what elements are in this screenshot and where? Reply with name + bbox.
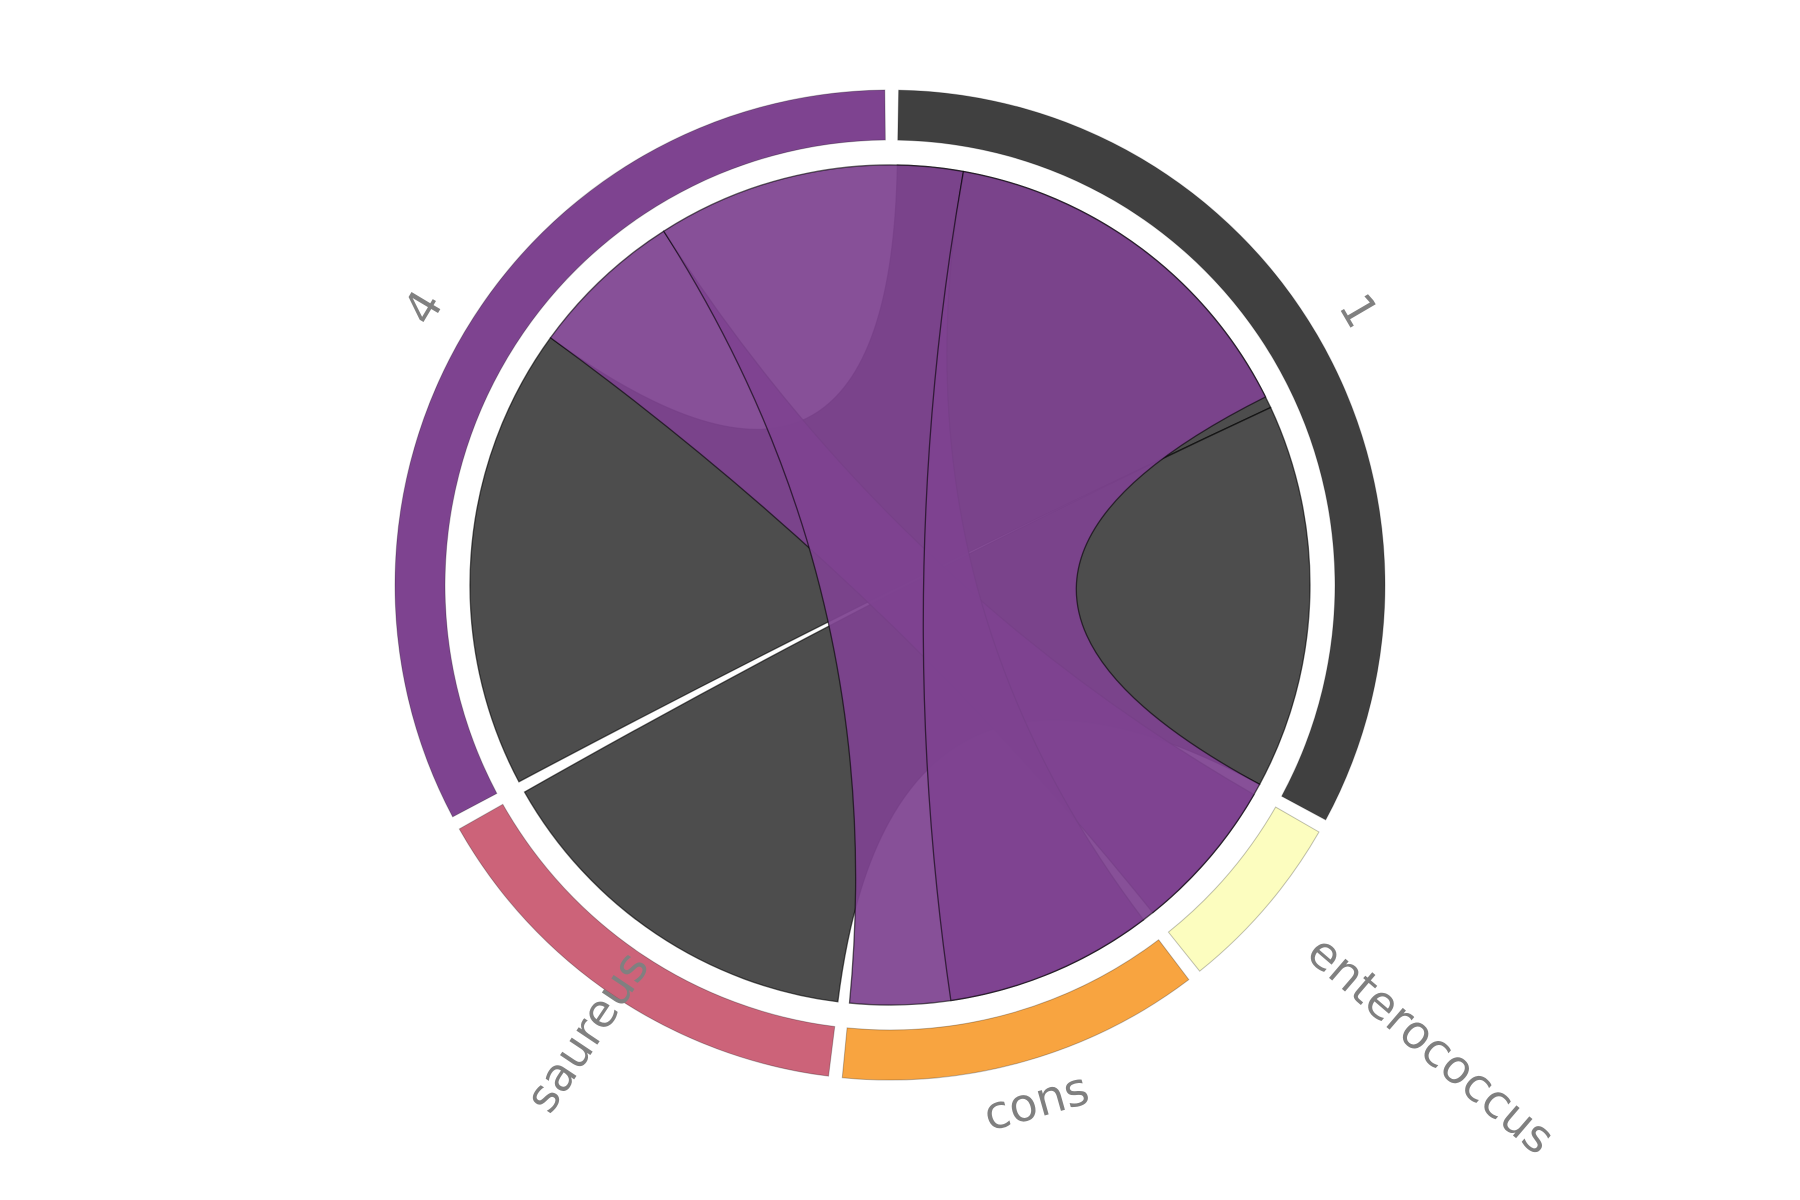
group-arc-saureus bbox=[458, 803, 836, 1077]
chord-ribbons bbox=[469, 164, 1311, 1006]
group-label-enterococcus: enterococcus bbox=[1297, 924, 1565, 1165]
group-label-g4: 4 bbox=[392, 281, 453, 334]
chord-arcs bbox=[394, 89, 1386, 1081]
chord-ribbon-g4-g1 bbox=[922, 170, 1267, 1002]
group-arc-enterococcus bbox=[1167, 806, 1320, 972]
group-arc-g4 bbox=[394, 89, 886, 818]
group-label-g1: 1 bbox=[1328, 284, 1389, 337]
group-label-cons: cons bbox=[977, 1061, 1094, 1142]
group-arc-g1 bbox=[897, 89, 1386, 821]
group-arc-cons bbox=[841, 939, 1190, 1081]
